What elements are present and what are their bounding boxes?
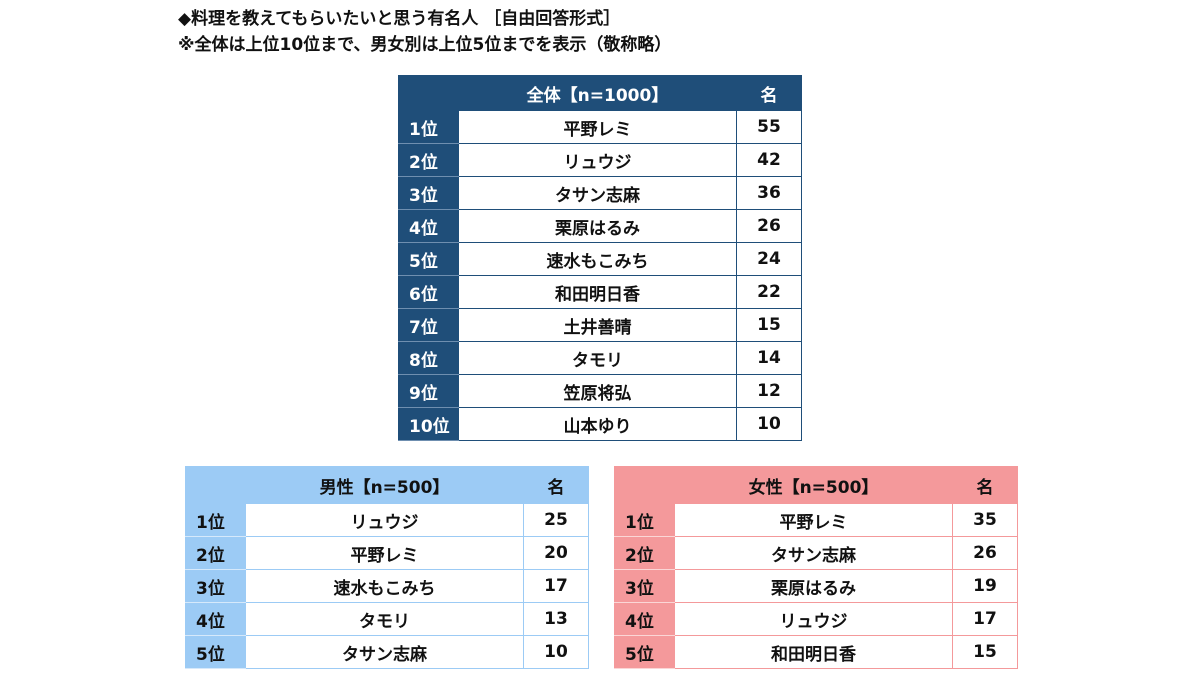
count-cell: 12 <box>736 374 802 408</box>
count-header-cell: 名 <box>952 466 1018 504</box>
count-cell: 10 <box>523 635 589 669</box>
name-cell: タサン志麻 <box>458 176 737 210</box>
name-cell: 平野レミ <box>245 536 524 570</box>
count-cell: 42 <box>736 143 802 177</box>
count-cell: 35 <box>952 503 1018 537</box>
rank-header-cell <box>185 466 246 504</box>
rank-cell: 9位 <box>398 374 459 408</box>
count-cell: 26 <box>736 209 802 243</box>
group-header-cell: 女性【n=500】 <box>674 466 953 504</box>
rank-cell: 1位 <box>185 503 246 537</box>
table-row: 10位 山本ゆり 10 <box>398 407 802 441</box>
table-row: 1位 平野レミ 35 <box>614 503 1018 537</box>
rank-cell: 1位 <box>614 503 675 537</box>
count-cell: 15 <box>952 635 1018 669</box>
male-ranking-table: 男性【n=500】 名 1位 リュウジ 25 2位 平野レミ 20 3位 速水もこみち 17 4位… <box>185 466 589 669</box>
count-cell: 22 <box>736 275 802 309</box>
group-header-cell: 男性【n=500】 <box>245 466 524 504</box>
table-row: 7位 土井善晴 15 <box>398 308 802 342</box>
table-row: 4位 リュウジ 17 <box>614 602 1018 636</box>
table-row: 2位 タサン志麻 26 <box>614 536 1018 570</box>
name-cell: 栗原はるみ <box>674 569 953 603</box>
name-cell: 速水もこみち <box>458 242 737 276</box>
name-cell: 平野レミ <box>458 110 737 144</box>
name-cell: 平野レミ <box>674 503 953 537</box>
group-header-cell: 全体【n=1000】 <box>458 75 737 111</box>
rank-header-cell <box>398 75 459 111</box>
rank-cell: 5位 <box>398 242 459 276</box>
count-cell: 20 <box>523 536 589 570</box>
name-cell: タモリ <box>245 602 524 636</box>
name-cell: タモリ <box>458 341 737 375</box>
name-cell: リュウジ <box>245 503 524 537</box>
name-cell: 和田明日香 <box>458 275 737 309</box>
count-cell: 14 <box>736 341 802 375</box>
count-cell: 17 <box>523 569 589 603</box>
rank-cell: 2位 <box>185 536 246 570</box>
rank-cell: 3位 <box>614 569 675 603</box>
table-row: 5位 速水もこみち 24 <box>398 242 802 276</box>
table-row: 4位 タモリ 13 <box>185 602 589 636</box>
table-header-row: 女性【n=500】 名 <box>614 466 1018 504</box>
table-row: 4位 栗原はるみ 26 <box>398 209 802 243</box>
table-row: 5位 和田明日香 15 <box>614 635 1018 669</box>
name-cell: リュウジ <box>674 602 953 636</box>
rank-cell: 3位 <box>398 176 459 210</box>
count-cell: 15 <box>736 308 802 342</box>
count-header-cell: 名 <box>736 75 802 111</box>
table-row: 6位 和田明日香 22 <box>398 275 802 309</box>
rank-cell: 5位 <box>614 635 675 669</box>
rank-cell: 5位 <box>185 635 246 669</box>
table-row: 3位 栗原はるみ 19 <box>614 569 1018 603</box>
count-cell: 26 <box>952 536 1018 570</box>
count-cell: 25 <box>523 503 589 537</box>
page-title: ◆料理を教えてもらいたいと思う有名人 ［自由回答形式］ <box>178 9 621 29</box>
count-cell: 10 <box>736 407 802 441</box>
rank-cell: 3位 <box>185 569 246 603</box>
table-row: 2位 平野レミ 20 <box>185 536 589 570</box>
table-row: 9位 笠原将弘 12 <box>398 374 802 408</box>
rank-cell: 8位 <box>398 341 459 375</box>
count-cell: 13 <box>523 602 589 636</box>
table-row: 8位 タモリ 14 <box>398 341 802 375</box>
name-cell: 山本ゆり <box>458 407 737 441</box>
rank-cell: 2位 <box>398 143 459 177</box>
table-row: 5位 タサン志麻 10 <box>185 635 589 669</box>
rank-cell: 6位 <box>398 275 459 309</box>
rank-cell: 7位 <box>398 308 459 342</box>
count-cell: 19 <box>952 569 1018 603</box>
page-subtitle: ※全体は上位10位まで、男女別は上位5位までを表示（敬称略） <box>178 35 672 55</box>
table-row: 1位 リュウジ 25 <box>185 503 589 537</box>
name-cell: 土井善晴 <box>458 308 737 342</box>
table-row: 3位 タサン志麻 36 <box>398 176 802 210</box>
count-cell: 24 <box>736 242 802 276</box>
rank-cell: 4位 <box>185 602 246 636</box>
count-cell: 17 <box>952 602 1018 636</box>
rank-cell: 4位 <box>398 209 459 243</box>
female-ranking-table: 女性【n=500】 名 1位 平野レミ 35 2位 タサン志麻 26 3位 栗原はるみ 19 4位… <box>614 466 1018 669</box>
table-header-row: 男性【n=500】 名 <box>185 466 589 504</box>
name-cell: タサン志麻 <box>245 635 524 669</box>
name-cell: リュウジ <box>458 143 737 177</box>
table-row: 3位 速水もこみち 17 <box>185 569 589 603</box>
table-row: 2位 リュウジ 42 <box>398 143 802 177</box>
name-cell: 和田明日香 <box>674 635 953 669</box>
name-cell: 速水もこみち <box>245 569 524 603</box>
name-cell: 笠原将弘 <box>458 374 737 408</box>
table-header-row: 全体【n=1000】 名 <box>398 75 802 111</box>
rank-cell: 4位 <box>614 602 675 636</box>
table-row: 1位 平野レミ 55 <box>398 110 802 144</box>
count-cell: 36 <box>736 176 802 210</box>
rank-cell: 10位 <box>398 407 459 441</box>
count-cell: 55 <box>736 110 802 144</box>
rank-header-cell <box>614 466 675 504</box>
count-header-cell: 名 <box>523 466 589 504</box>
name-cell: 栗原はるみ <box>458 209 737 243</box>
rank-cell: 1位 <box>398 110 459 144</box>
name-cell: タサン志麻 <box>674 536 953 570</box>
rank-cell: 2位 <box>614 536 675 570</box>
overall-ranking-table: 全体【n=1000】 名 1位 平野レミ 55 2位 リュウジ 42 3位 タサン志麻 36 4位… <box>398 75 802 441</box>
